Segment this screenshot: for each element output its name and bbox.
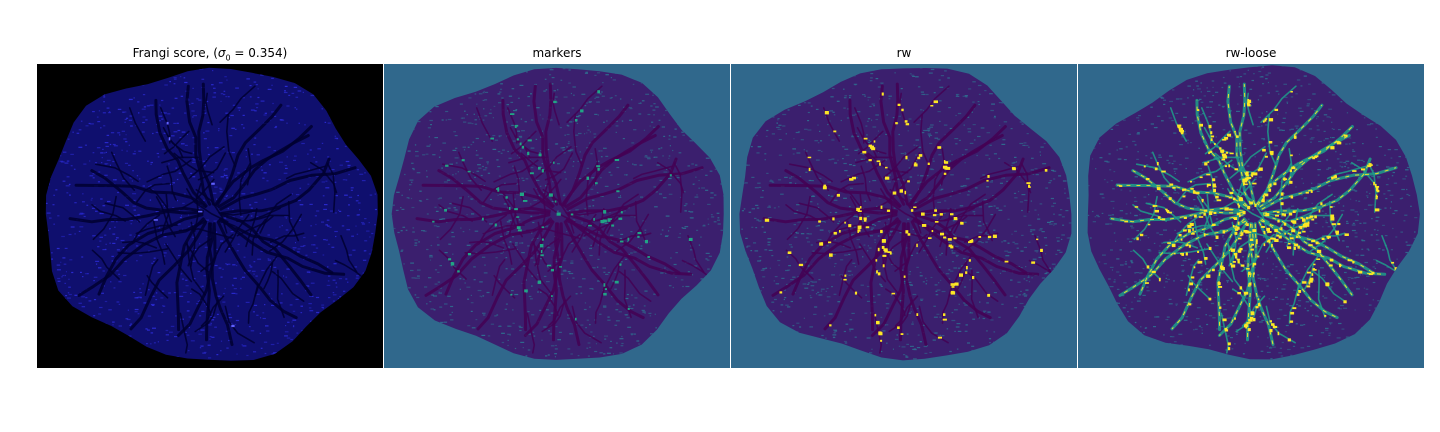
panel-title-frangi: Frangi score, (σ0 = 0.354): [132, 46, 288, 63]
texture-layer: [391, 67, 724, 360]
frangi-score-image: [37, 64, 383, 368]
rw-image: [731, 64, 1077, 368]
retina-disc: [1087, 65, 1420, 360]
panel-title-markers: markers: [532, 46, 582, 60]
rw-loose-image: [1078, 64, 1424, 368]
markers-svg: [384, 64, 730, 368]
panel-title-rw: rw: [896, 46, 912, 60]
panel-title-rw-loose: rw-loose: [1225, 46, 1277, 60]
rw-loose-svg: [1078, 64, 1424, 368]
markers-image: [384, 64, 730, 368]
rw-svg: [731, 64, 1077, 368]
frangi-score-svg: [37, 64, 383, 368]
texture-layer: [739, 68, 1072, 361]
